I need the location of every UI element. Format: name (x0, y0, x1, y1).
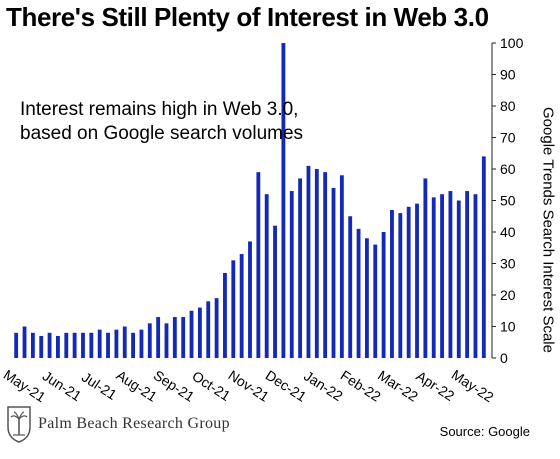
bar-14 (131, 332, 136, 358)
bar-11 (106, 332, 110, 358)
chart-annotation: Interest remains high in Web 3.0, based … (20, 98, 303, 146)
bar-25 (223, 272, 227, 358)
y-tick-label-100: 100 (500, 35, 524, 51)
bar-41 (356, 228, 361, 358)
bar-36 (314, 169, 319, 358)
x-tick-label-10: Mar-22 (375, 367, 421, 405)
source-note: Source: Google (439, 424, 530, 439)
bar-7 (72, 332, 77, 358)
bar-38 (331, 187, 336, 358)
bar-30 (264, 194, 269, 358)
x-tick-label-0: May-21 (1, 366, 49, 405)
bar-15 (139, 329, 144, 358)
y-tick-label-60: 60 (500, 161, 516, 177)
bar-22 (197, 307, 202, 358)
bar-48 (415, 203, 419, 358)
bar-9 (89, 332, 94, 358)
y-tick-label-30: 30 (500, 256, 516, 272)
bar-35 (306, 165, 311, 358)
bar-37 (323, 172, 328, 358)
bar-20 (181, 317, 186, 358)
bar-1 (22, 326, 27, 358)
bar-group (14, 43, 486, 358)
annotation-line-2: based on Google search volumes (20, 123, 304, 144)
bar-4 (47, 332, 52, 358)
bar-19 (172, 317, 177, 358)
x-tick-label-1: Jun-21 (40, 367, 85, 404)
bar-44 (381, 232, 386, 358)
bar-16 (147, 323, 152, 358)
y-tick-label-0: 0 (500, 350, 508, 366)
bar-53 (456, 200, 461, 358)
x-tick-label-12: May-22 (449, 366, 497, 405)
bar-21 (189, 310, 194, 358)
y-tick-label-20: 20 (500, 287, 516, 303)
bar-47 (406, 206, 411, 358)
bar-8 (81, 332, 85, 358)
bar-17 (156, 317, 161, 358)
bar-12 (114, 329, 119, 358)
bar-18 (164, 323, 169, 358)
x-tick-label-4: Sep-21 (151, 367, 198, 405)
bar-40 (348, 216, 353, 358)
y-tick-group: 0 10 20 30 40 50 60 70 80 90 100 (492, 35, 524, 366)
bar-50 (431, 197, 436, 358)
bar-13 (122, 326, 127, 358)
palm-tree-crest-icon (7, 406, 31, 443)
x-tick-label-group: May-21Jun-21Jul-21Aug-21Sep-21Oct-21Nov-… (1, 366, 497, 405)
bar-54 (465, 191, 470, 358)
y-tick-label-90: 90 (500, 67, 516, 83)
bar-39 (339, 175, 344, 358)
bar-42 (364, 238, 369, 358)
bar-3 (39, 335, 44, 358)
bar-52 (448, 191, 453, 358)
bar-26 (231, 260, 236, 358)
bar-46 (398, 213, 403, 358)
bar-55 (473, 194, 478, 358)
x-tick-label-5: Oct-21 (189, 368, 233, 404)
bar-24 (214, 298, 219, 358)
bar-34 (298, 178, 303, 358)
x-tick-label-6: Nov-21 (225, 367, 272, 405)
bar-32 (281, 43, 286, 358)
bar-0 (14, 332, 19, 358)
y-tick-label-70: 70 (500, 130, 516, 146)
bar-45 (390, 209, 394, 358)
x-tick-label-7: Dec-21 (263, 367, 310, 405)
bar-49 (423, 178, 428, 358)
bar-27 (239, 254, 244, 358)
x-tick-label-2: Jul-21 (79, 369, 120, 403)
bar-29 (256, 172, 261, 358)
bar-2 (30, 332, 35, 358)
x-tick-label-3: Aug-21 (113, 367, 160, 405)
chart-title: There's Still Plenty of Interest in Web … (6, 2, 489, 32)
palm-beach-logo: Palm Beach Research Group (6, 405, 230, 443)
y-tick-label-10: 10 (500, 319, 516, 335)
x-tick-label-8: Jan-22 (301, 367, 346, 404)
y-axis-label: Google Trends Search Interest Scale (539, 107, 557, 353)
bar-28 (248, 241, 252, 358)
y-tick-label-50: 50 (500, 193, 516, 209)
bar-33 (289, 191, 294, 358)
bar-51 (440, 194, 444, 358)
bar-10 (97, 329, 102, 358)
annotation-line-1: Interest remains high in Web 3.0, (20, 99, 299, 120)
x-tick-label-11: Apr-22 (413, 368, 457, 404)
logo-text: Palm Beach Research Group (38, 415, 230, 432)
bar-23 (206, 301, 211, 358)
bar-43 (373, 244, 378, 358)
bar-6 (64, 332, 69, 358)
y-tick-label-80: 80 (500, 98, 516, 114)
bar-31 (273, 225, 277, 358)
y-tick-label-40: 40 (500, 224, 516, 240)
bar-56 (481, 156, 486, 358)
bar-5 (56, 335, 60, 358)
x-tick-label-9: Feb-22 (338, 367, 384, 405)
